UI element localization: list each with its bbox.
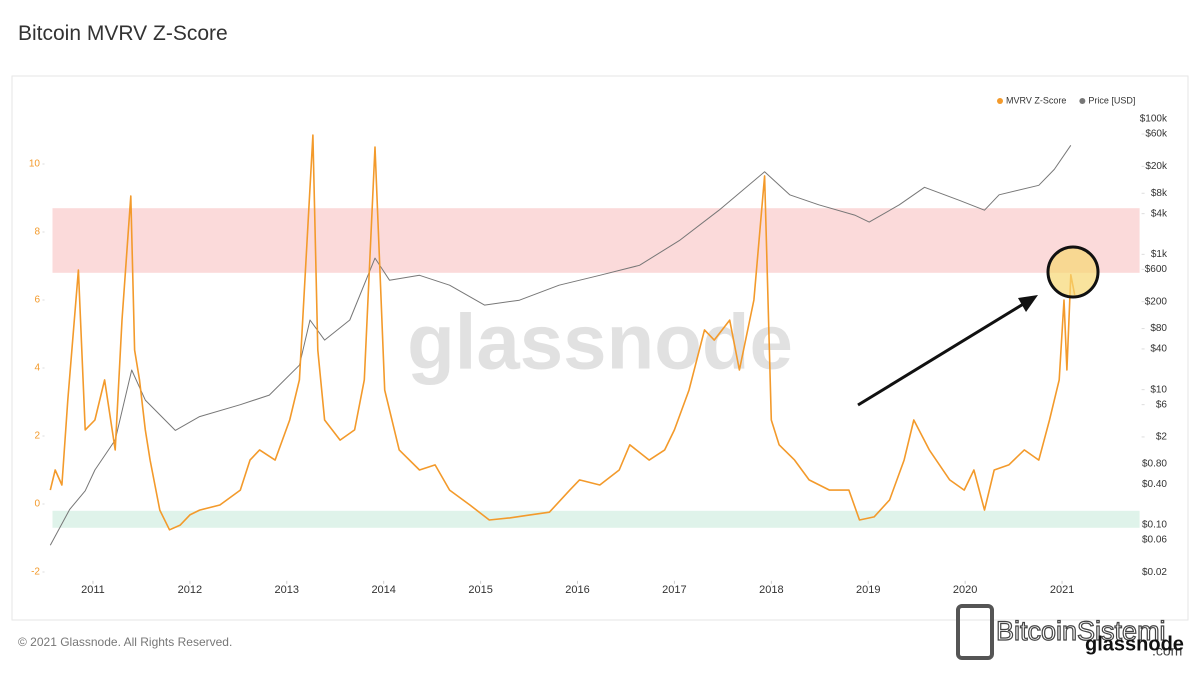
brand-overlay: glassnode <box>1085 633 1184 655</box>
zone-band <box>52 208 1140 273</box>
x-tick-label: 2014 <box>371 584 395 596</box>
y2-tick-label: $0.40 <box>1142 479 1167 490</box>
x-tick-label: 2012 <box>178 584 202 596</box>
watermark: glassnode <box>407 298 793 386</box>
brand-icon <box>956 604 994 660</box>
y2-tick-label: $100k <box>1140 114 1168 125</box>
y2-tick-label: $10 <box>1150 384 1167 395</box>
y2-tick-label: $0.02 <box>1142 567 1167 578</box>
legend-label: Price [USD] <box>1088 95 1135 105</box>
y-tick-label: -2 <box>31 567 40 578</box>
x-tick-label: 2011 <box>81 584 105 596</box>
x-tick-label: 2017 <box>662 584 686 596</box>
y2-tick-label: $0.06 <box>1142 535 1167 546</box>
y2-tick-label: $200 <box>1145 296 1168 307</box>
y2-tick-label: $60k <box>1145 129 1168 140</box>
legend-marker <box>1079 98 1086 104</box>
y2-tick-label: $0.10 <box>1142 520 1167 531</box>
brand-name: BitcoinSistemi <box>996 616 1166 646</box>
y2-tick-label: $600 <box>1145 264 1168 275</box>
y2-tick-label: $80 <box>1150 323 1167 334</box>
x-tick-label: 2015 <box>468 584 492 596</box>
brand-domain: .com <box>1152 643 1182 659</box>
chart-frame <box>11 75 1189 621</box>
y2-tick-label: $0.80 <box>1142 459 1167 470</box>
y-tick-label: 0 <box>34 499 40 510</box>
y2-tick-label: $20k <box>1145 161 1168 172</box>
y-tick-label: 6 <box>34 295 40 306</box>
y2-tick-label: $8k <box>1151 188 1168 199</box>
legend-label: MVRV Z-Score <box>1006 95 1066 105</box>
y2-tick-label: $6 <box>1156 399 1168 410</box>
y-tick-label: 2 <box>34 431 40 442</box>
zone-band <box>52 510 1140 528</box>
highlight-circle <box>1046 245 1100 299</box>
x-tick-label: 2013 <box>275 584 299 596</box>
y2-tick-label: $40 <box>1150 344 1167 355</box>
x-tick-label: 2016 <box>565 584 589 596</box>
legend-marker <box>997 98 1003 104</box>
series-line <box>49 145 1072 546</box>
arrow-head <box>1018 295 1038 312</box>
x-tick-label: 2021 <box>1050 584 1074 596</box>
y2-tick-label: $4k <box>1151 208 1168 219</box>
arrow-shaft <box>857 301 1026 407</box>
y2-tick-label: $1k <box>1151 249 1168 260</box>
y-tick-label: 10 <box>29 159 41 170</box>
page-title: Bitcoin MVRV Z-Score <box>18 22 228 45</box>
series-line <box>49 134 1076 531</box>
y-tick-label: 4 <box>34 363 40 374</box>
x-tick-label: 2019 <box>856 584 880 596</box>
y2-tick-label: $2 <box>1156 432 1168 443</box>
footer: © 2021 Glassnode. All Rights Reserved. <box>18 635 233 649</box>
x-tick-label: 2020 <box>953 584 977 596</box>
brand-logo: BitcoinSistemi .com glassnode <box>956 604 1184 660</box>
y-tick-label: 8 <box>34 227 40 238</box>
x-tick-label: 2018 <box>759 584 783 596</box>
